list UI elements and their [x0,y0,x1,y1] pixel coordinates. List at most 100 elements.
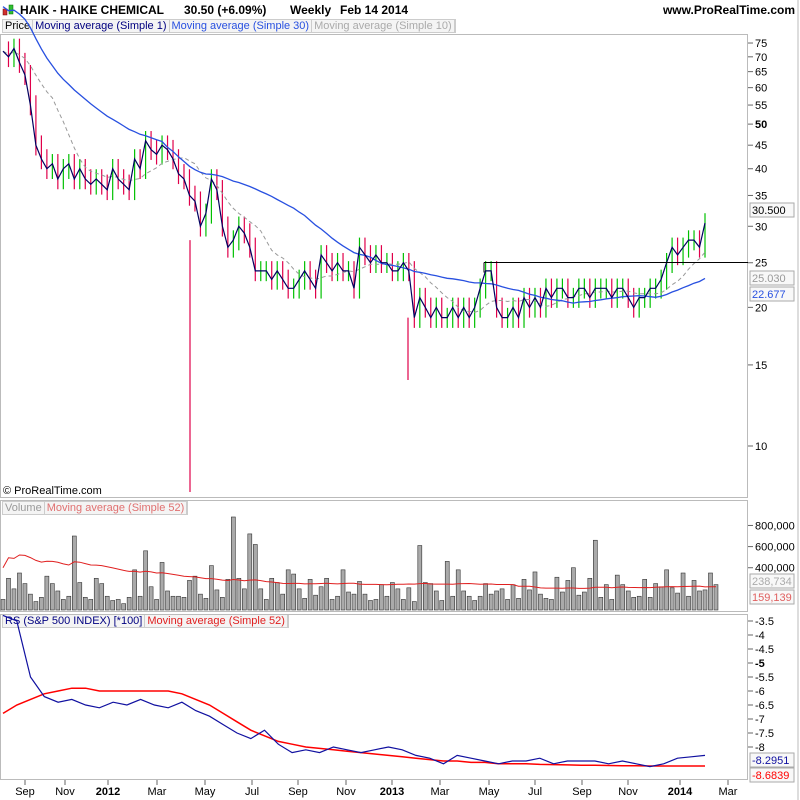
volume-bar [565,580,571,611]
rs-panel-frame [0,614,748,780]
volume-bar [625,590,631,611]
volume-bar [192,575,198,611]
legend-price[interactable]: Price [3,20,34,32]
x-tick-label: Nov [618,786,638,798]
rs-tick-label: -4.5 [755,644,774,656]
volume-bar [532,571,538,611]
volume-bar [527,589,532,611]
volume-bar [269,577,275,611]
volume-bar [658,586,664,611]
volume-bar [137,595,143,611]
volume-bar [71,535,77,611]
price-tick-label: 20 [755,302,767,314]
price-panel-frame [0,34,748,498]
volume-bar [603,584,609,611]
volume-bar [93,577,99,611]
volume-bar [543,598,549,611]
volume-bar [593,539,598,611]
legend-vol-ma[interactable]: Moving average (Simple 52) [45,502,188,514]
volume-bar [258,588,264,611]
volume-bar [472,600,477,611]
volume-bar [488,593,494,611]
close-line [2,47,706,320]
volume-legend: Volume Moving average (Simple 52) [2,501,189,515]
volume-bar [379,584,384,611]
volume-tick-label: 400,000 [755,563,795,575]
volume-bar [582,591,587,611]
volume-bar [384,595,390,611]
volume-bar [549,599,554,611]
volume-bar [587,577,593,611]
volume-bar [203,598,209,611]
volume-bar [576,594,582,611]
volume-ma-label-box [749,589,795,605]
rs-ma-line [2,687,705,767]
x-tick-label: Jul [245,786,259,798]
candle-logo-icon [2,4,14,16]
x-tick-label: May [195,786,216,798]
quote: 30.50 (+6.09%) [184,3,267,17]
x-tick-label: Nov [55,786,75,798]
volume-bar [61,599,66,611]
volume-bar [126,597,132,611]
x-tick-label: Sep [15,786,35,798]
volume-bar [280,593,286,611]
volume-bar [44,575,50,611]
volume-bar [505,599,510,611]
legend-rs-ma[interactable]: Moving average (Simple 52) [145,615,288,627]
price-tick-label: 70 [755,52,767,64]
legend-ma1[interactable]: Moving average (Simple 1) [33,20,170,32]
volume-tick-label: 600,000 [755,542,795,554]
legend-ma10[interactable]: Moving average (Simple 10) [312,20,455,32]
volume-bar [351,593,357,611]
x-tick-label: Mar [148,786,167,798]
volume-bar [214,589,220,611]
legend-ma30[interactable]: Moving average (Simple 30) [170,20,313,32]
volume-bar [521,579,527,611]
volume-bar [422,582,428,611]
volume-bar [708,572,713,611]
volume-panel-frame [0,500,748,612]
volume-bar [406,587,412,611]
volume-bar [209,565,214,611]
volume-bar [510,584,516,611]
volume-bar [653,583,658,611]
volume-bar [614,574,620,611]
rs-tick-label: -5 [755,658,765,670]
volume-ma-line [2,554,717,589]
volume-bar [159,562,165,611]
rs-ma-label-box [749,767,795,783]
price-tick-label: 15 [755,360,767,372]
volume-bar [39,597,44,611]
volume-bar [461,590,466,611]
volume-bar [181,597,187,611]
volume-bar [17,572,22,611]
last-close-label: 30.500 [752,205,786,217]
volume-bar [263,599,269,611]
volume-bar [368,600,373,611]
volume-bar [516,598,521,611]
site-link[interactable]: www.ProRealTime.com [662,3,795,17]
date: Feb 14 2014 [340,3,409,17]
volume-bar [225,579,231,611]
volume-bar [609,599,615,611]
volume-bar [680,572,686,611]
volume-bar [143,550,148,611]
rs-tick-label: -7 [755,714,765,726]
rs-tick-label: -8 [755,742,765,754]
volume-bar [642,579,647,611]
rs-tick-label: -3.5 [755,616,774,628]
volume-bar [170,595,176,611]
rs-line [2,614,706,768]
ma10-line [2,50,706,313]
volume-bar [285,569,291,611]
volume-bar [346,591,351,611]
volume-bar [33,601,39,611]
x-tick-label: 2014 [668,786,693,798]
symbol-title: HAIK - HAIKE CHEMICAL [20,3,164,17]
legend-volume[interactable]: Volume [3,502,45,514]
volume-bar [291,573,296,611]
legend-rs[interactable]: RS (S&P 500 INDEX) [*100] [3,615,146,627]
x-tick-label: Mar [431,786,450,798]
x-tick-label: Mar [719,786,738,798]
